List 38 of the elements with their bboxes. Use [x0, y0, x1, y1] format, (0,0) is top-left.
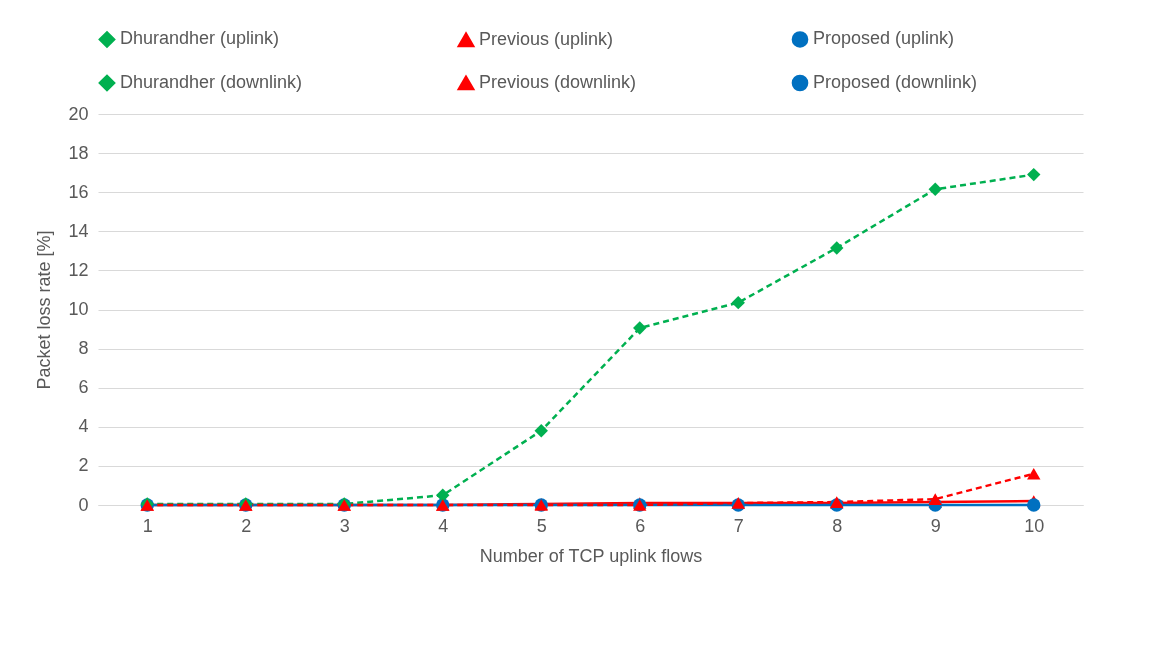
point [830, 241, 844, 255]
point [928, 182, 942, 196]
legend-label: Previous (uplink) [479, 28, 614, 49]
x-tick-label: 9 [930, 515, 941, 536]
legend-label: Proposed (downlink) [813, 72, 978, 92]
y-tick-label: 8 [78, 338, 89, 359]
legend-label: Dhurandher (uplink) [120, 28, 280, 49]
legend-label: Proposed (uplink) [813, 28, 955, 49]
point [731, 295, 745, 310]
x-tick-label: 7 [733, 515, 744, 536]
x-tick-label: 3 [339, 515, 350, 536]
y-tick-label: 6 [78, 377, 89, 398]
x-tick-label: 2 [241, 515, 252, 536]
point [1027, 498, 1041, 512]
point [436, 488, 450, 502]
point [1027, 467, 1041, 480]
legend-label: Previous (downlink) [479, 72, 637, 92]
y-tick-label: 14 [68, 220, 89, 241]
y-axis-title: Packet loss rate [%] [34, 230, 55, 390]
y-tick-label: 10 [68, 299, 89, 319]
x-tick-label: 8 [832, 515, 843, 536]
point [633, 321, 647, 335]
y-tick-label: 18 [68, 142, 89, 163]
x-tick-label: 5 [536, 515, 547, 536]
y-tick-label: 20 [68, 103, 89, 124]
y-tick-label: 12 [68, 259, 89, 280]
y-tick-label: 4 [78, 416, 89, 437]
y-tick-label: 16 [68, 181, 89, 202]
x-tick-label: 10 [1024, 515, 1045, 536]
legend-label: Dhurandher (downlink) [120, 72, 303, 92]
y-tick-label: 2 [78, 455, 89, 476]
x-tick-label: 6 [635, 515, 646, 536]
y-tick-label: 0 [78, 494, 89, 515]
point [534, 424, 548, 438]
x-tick-label: 4 [438, 515, 449, 536]
point [1027, 167, 1041, 182]
x-axis-title: Number of TCP uplink flows [479, 545, 703, 566]
x-tick-label: 1 [142, 515, 153, 536]
